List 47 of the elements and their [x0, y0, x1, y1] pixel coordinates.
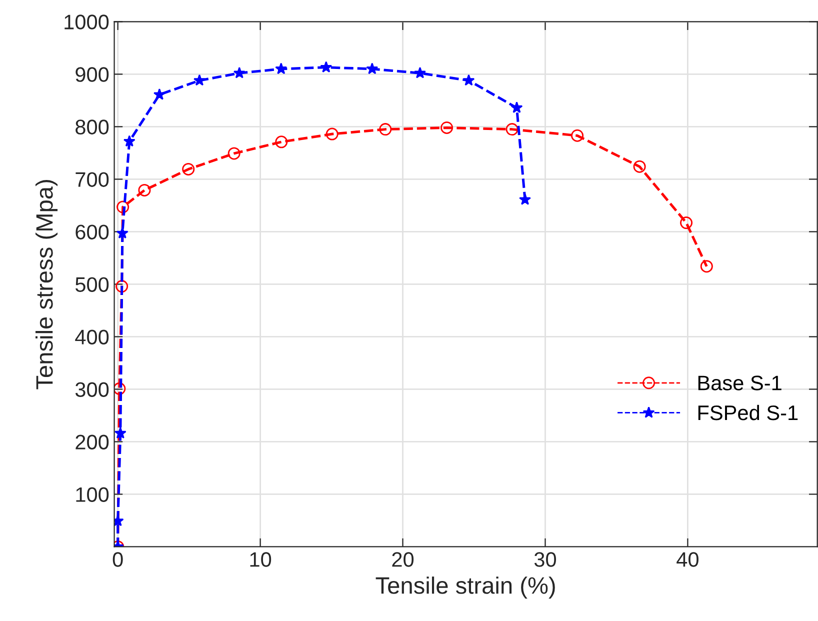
legend-label: Base S-1 [698, 376, 782, 390]
point [506, 123, 518, 136]
point [414, 66, 426, 78]
point [275, 136, 288, 148]
point [228, 147, 240, 160]
point [116, 200, 130, 214]
point [116, 227, 128, 238]
point [138, 184, 151, 196]
x-tick-label: 20 [392, 552, 414, 567]
y-tick-label: 600 [76, 224, 109, 240]
point [275, 62, 288, 74]
point [153, 88, 166, 100]
point [123, 135, 136, 147]
point [379, 123, 392, 136]
point [320, 61, 332, 73]
point [116, 280, 128, 293]
point [462, 74, 475, 86]
y-tick-label: 700 [76, 172, 109, 187]
point [510, 102, 523, 113]
point [680, 216, 693, 230]
point [114, 427, 126, 439]
y-tick-label: 200 [76, 434, 109, 450]
point [633, 160, 646, 173]
point [233, 66, 246, 78]
y-tick-label: 900 [76, 67, 109, 82]
point [571, 129, 584, 142]
point [519, 193, 531, 205]
point [326, 128, 338, 140]
point [700, 260, 713, 273]
x-axis-title: Tensile strain (%) [376, 576, 555, 599]
point [440, 121, 454, 134]
point [114, 382, 126, 395]
x-tick-label: 10 [250, 552, 272, 567]
y-tick-label: 500 [75, 277, 109, 292]
x-tick-label: 40 [676, 552, 698, 567]
y-tick-label: 100 [76, 487, 109, 502]
x-tick-label: 30 [534, 552, 556, 567]
point [366, 62, 378, 74]
point [193, 74, 206, 86]
x-tick-label: 0 [112, 552, 123, 567]
y-axis-title: Tensile stress (Mpa) [36, 180, 58, 390]
y-tick-label: 800 [76, 120, 109, 134]
legend-label: FSPed S-1 [698, 404, 798, 420]
y-tick-label: 400 [75, 330, 109, 344]
y-tick-label: 300 [75, 382, 109, 397]
y-tick-label: 1000 [64, 14, 109, 30]
point [182, 162, 195, 176]
